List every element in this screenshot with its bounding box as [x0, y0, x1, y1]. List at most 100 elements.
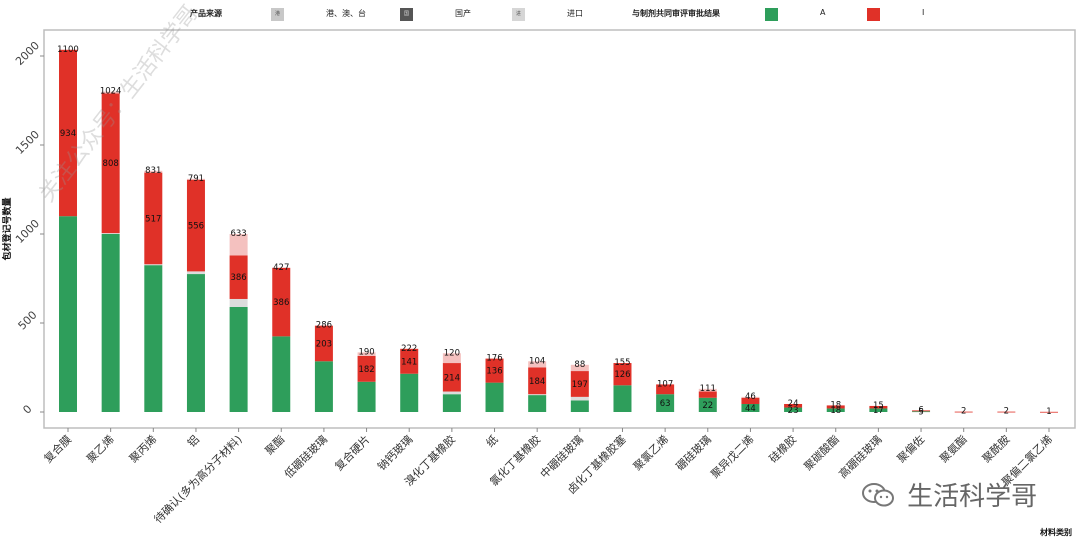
data-label-segment: 182 [358, 365, 374, 375]
data-label-total: 15 [873, 401, 884, 411]
bar-segment-other [741, 396, 760, 398]
data-label-total: 1100 [57, 45, 79, 55]
data-label-total: 222 [401, 344, 417, 354]
bar-segment-i [954, 411, 973, 413]
bar-segment-i [528, 367, 547, 395]
x-tick-label: 硅橡胶 [766, 432, 799, 465]
legend-result-i: I [922, 8, 925, 17]
bar-segment-a [656, 394, 675, 412]
x-tick-label: 聚丙烯 [127, 433, 160, 466]
bar-segment-i [741, 397, 760, 404]
data-label-total: 46 [745, 392, 756, 402]
bar-segment-i [101, 93, 120, 234]
bar-segment-i [826, 405, 845, 409]
data-label-total: 24 [788, 399, 799, 409]
data-label-total: 633 [230, 229, 246, 239]
data-label-total: 107 [657, 379, 673, 389]
bar-segment-i [229, 255, 248, 299]
data-label-segment: 203 [316, 339, 332, 349]
bar-segment-a [485, 382, 504, 412]
legend-result-title: 与制剂共同审评审批结果 [632, 9, 720, 18]
x-tick-label: 低硼硅玻璃 [281, 432, 330, 481]
bar-segment-a [528, 395, 547, 412]
legend-source-title: 产品来源 [190, 9, 222, 18]
bar-segment-i [485, 358, 504, 383]
bar-segment-a [784, 407, 803, 412]
bar-segment-i [186, 179, 205, 272]
x-tick-label: 聚乙烯 [84, 433, 117, 466]
bar-segment-a [698, 397, 717, 412]
legend-source-hmt: 港、澳、台 [326, 9, 366, 18]
x-tick-label: 聚氯乙烯 [630, 432, 671, 473]
bar-segment-other [357, 352, 376, 356]
data-label-segment: 517 [145, 214, 161, 224]
bar-segment-other [570, 364, 589, 372]
bar-segment-a [101, 234, 120, 412]
data-label-total: 88 [574, 360, 585, 370]
x-tick-label: 聚碳酸酯 [801, 432, 842, 473]
wechat-icon [862, 482, 896, 508]
legend-result-swatch-a [765, 8, 778, 21]
data-label-segment: 5 [918, 408, 923, 418]
x-tick-label: 纸 [484, 433, 501, 450]
bar-segment-i [59, 49, 77, 217]
bar-segment-i [272, 267, 291, 337]
x-tick-label: 聚偏佐 [894, 432, 927, 465]
data-label-total: 18 [830, 400, 841, 410]
bar-segment-a [570, 400, 589, 412]
bar-segment-a [357, 381, 376, 412]
legend-result-a: A [820, 8, 826, 17]
bar-segment-a [314, 361, 333, 412]
bar-segment-a [869, 408, 888, 412]
bar-segment-other [229, 298, 248, 307]
data-label-total: 155 [614, 358, 630, 368]
bar-segment-a [144, 265, 163, 412]
watermark-brand: 生活科学哥 [862, 476, 1037, 513]
bar-segment-i [656, 384, 675, 395]
bar-segment-i [1040, 411, 1058, 413]
bar-segment-other [144, 170, 163, 173]
legend-source-swatch-domestic: 国 [400, 8, 413, 21]
data-label-total: 1024 [100, 87, 122, 97]
x-tick-label: 钠钙玻璃 [374, 432, 415, 473]
bar-segment-i [400, 348, 419, 374]
y-tick-label: 0 [20, 402, 34, 416]
bar-segment-i [613, 363, 632, 386]
bar-segment-other [698, 388, 717, 392]
bar-segment-i [357, 355, 376, 382]
bar-segment-i [144, 172, 163, 265]
bar-segment-i [997, 411, 1016, 413]
data-label-total: 190 [358, 347, 374, 357]
data-label-total: 791 [188, 174, 204, 184]
data-label-total: 1 [1046, 407, 1051, 417]
bar-segment-other [442, 353, 461, 364]
brand-text: 生活科学哥 [907, 482, 1038, 512]
data-label-total: 104 [529, 356, 545, 366]
legend: 产品来源 港 港、澳、台 国 国产 进 进口 与制剂共同审评审批结果 A I [0, 0, 1080, 30]
data-label-segment: 934 [60, 129, 76, 139]
data-label-total: 2 [1004, 407, 1009, 417]
data-label-segment: 44 [745, 404, 756, 414]
data-label-segment: 17 [873, 406, 884, 416]
x-tick-label: 复合膜 [41, 432, 74, 465]
bar-segment-other [528, 361, 547, 368]
legend-source-import: 进口 [567, 9, 583, 18]
data-label-segment: 136 [486, 367, 502, 377]
bar-segment-other [144, 264, 163, 266]
bar-segment-a [912, 411, 931, 413]
data-label-total: 286 [316, 321, 332, 331]
bar-segment-i [912, 410, 931, 412]
bar-segment-other [442, 391, 461, 395]
data-label-segment: 386 [273, 298, 289, 308]
bar-segment-a [229, 306, 248, 412]
data-label-total: 427 [273, 263, 289, 273]
bar-segment-a [59, 216, 77, 412]
y-tick-label: 500 [16, 309, 40, 333]
data-label-segment: 184 [529, 377, 545, 387]
bar-segment-i [442, 363, 461, 392]
data-label-segment: 141 [401, 357, 417, 367]
data-label-total: 2 [961, 407, 966, 417]
bar-segment-a [400, 373, 419, 412]
data-label-segment: 23 [788, 406, 799, 416]
x-tick-label: 硼硅玻璃 [673, 432, 714, 473]
